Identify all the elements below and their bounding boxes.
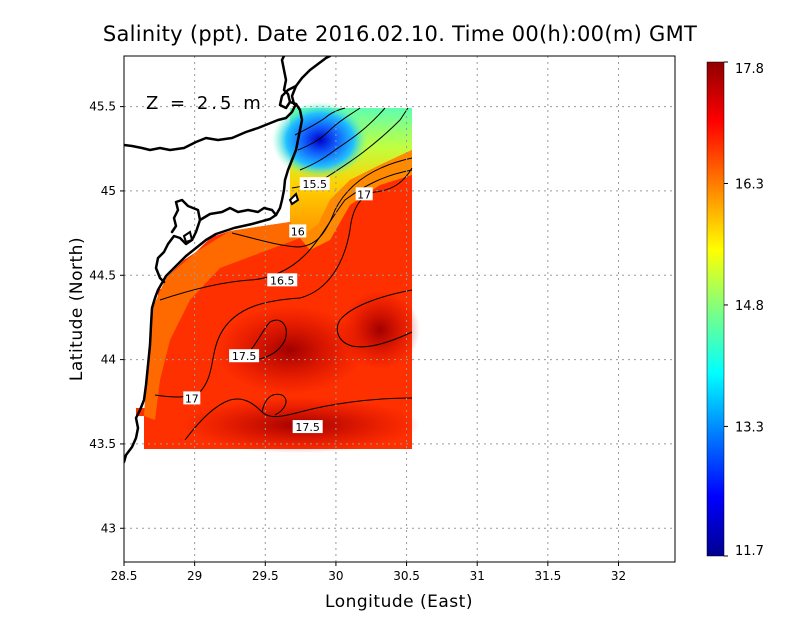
contour-label-box xyxy=(292,420,323,434)
colorbar-tick-label: 11.7 xyxy=(735,544,764,559)
chart-title: Salinity (ppt). Date 2016.02.10. Time 00… xyxy=(103,22,697,46)
contour-line-14 xyxy=(294,107,346,136)
x-tick-label: 31 xyxy=(470,569,485,583)
contour-line-14-5 xyxy=(297,107,361,151)
grid-lines xyxy=(124,56,675,562)
coastline xyxy=(124,56,332,464)
contour-line-17-5-upper xyxy=(238,319,287,361)
coastline-headland xyxy=(170,198,202,234)
contour-label-box xyxy=(267,273,298,287)
colorbar-tick-label: 17.8 xyxy=(735,62,764,77)
coastline-main xyxy=(124,56,332,464)
x-tick-label: 32 xyxy=(611,569,626,583)
contour-label: 17.5 xyxy=(232,350,257,363)
x-tick-label: 29.5 xyxy=(252,569,279,583)
y-axis: 43 43.5 44 44.5 45 45.5 xyxy=(89,100,124,535)
contour-label: 17.5 xyxy=(295,421,320,434)
contour-labels: 15.5 17 16 16.5 17.5 17 17.5 xyxy=(183,177,373,434)
coastline-river xyxy=(290,84,298,106)
colorbar-ticks: 17.8 16.3 14.8 13.3 11.7 xyxy=(724,61,764,559)
x-tick-label: 31.5 xyxy=(534,569,561,583)
coastline-north xyxy=(280,56,292,104)
y-tick-label: 43.5 xyxy=(89,437,116,451)
contour-label: 17 xyxy=(185,392,199,405)
coastline-bay xyxy=(154,206,278,284)
salinity-high-core-2 xyxy=(340,290,420,370)
y-axis-title: Latitude (North) xyxy=(67,237,87,381)
coastal-lagoons xyxy=(182,192,300,244)
x-tick-label: 28.5 xyxy=(111,569,138,583)
y-tick-label: 45.5 xyxy=(89,100,116,114)
x-tick-label: 30 xyxy=(328,569,343,583)
salinity-plume-core xyxy=(272,102,368,178)
lagoon-2 xyxy=(182,230,194,244)
depth-annotation: Z = 2.5 m xyxy=(146,93,264,114)
x-axis: 28.5 29 29.5 30 30.5 31 31.5 32 xyxy=(111,562,626,583)
y-tick-label: 43 xyxy=(101,521,116,535)
x-tick-label: 30.5 xyxy=(393,569,420,583)
contour-line-15 xyxy=(299,107,386,171)
contour-line-17-5-south xyxy=(184,397,413,441)
salinity-coastal-band xyxy=(144,222,300,420)
contour-line-17-5-east xyxy=(336,289,413,348)
contour-line-17-5-inner xyxy=(261,393,287,416)
contour-label-box xyxy=(299,177,330,191)
plot-frame xyxy=(123,55,676,563)
x-axis-title: Longitude (East) xyxy=(325,592,473,612)
coastline-estuary xyxy=(124,102,298,152)
contour-label: 16.5 xyxy=(270,274,295,287)
contour-label-box xyxy=(289,224,307,238)
contour-label-box xyxy=(355,187,373,201)
contour-label-box xyxy=(229,349,260,363)
colorbar-tick-label: 13.3 xyxy=(735,420,764,435)
y-tick-label: 44.5 xyxy=(89,268,116,282)
colorbar-tick-label: 14.8 xyxy=(735,299,764,314)
lagoon-1 xyxy=(288,192,300,206)
y-tick-label: 45 xyxy=(101,184,116,198)
colorbar xyxy=(706,61,725,557)
y-tick-label: 44 xyxy=(101,353,116,367)
colorbar-tick-label: 16.3 xyxy=(735,177,764,192)
contour-label: 17 xyxy=(357,188,371,201)
contour-label-box xyxy=(183,391,201,405)
x-tick-label: 29 xyxy=(187,569,202,583)
contour-label: 16 xyxy=(291,225,305,238)
contour-label: 15.5 xyxy=(302,178,327,191)
salinity-high-core-1 xyxy=(215,305,365,395)
